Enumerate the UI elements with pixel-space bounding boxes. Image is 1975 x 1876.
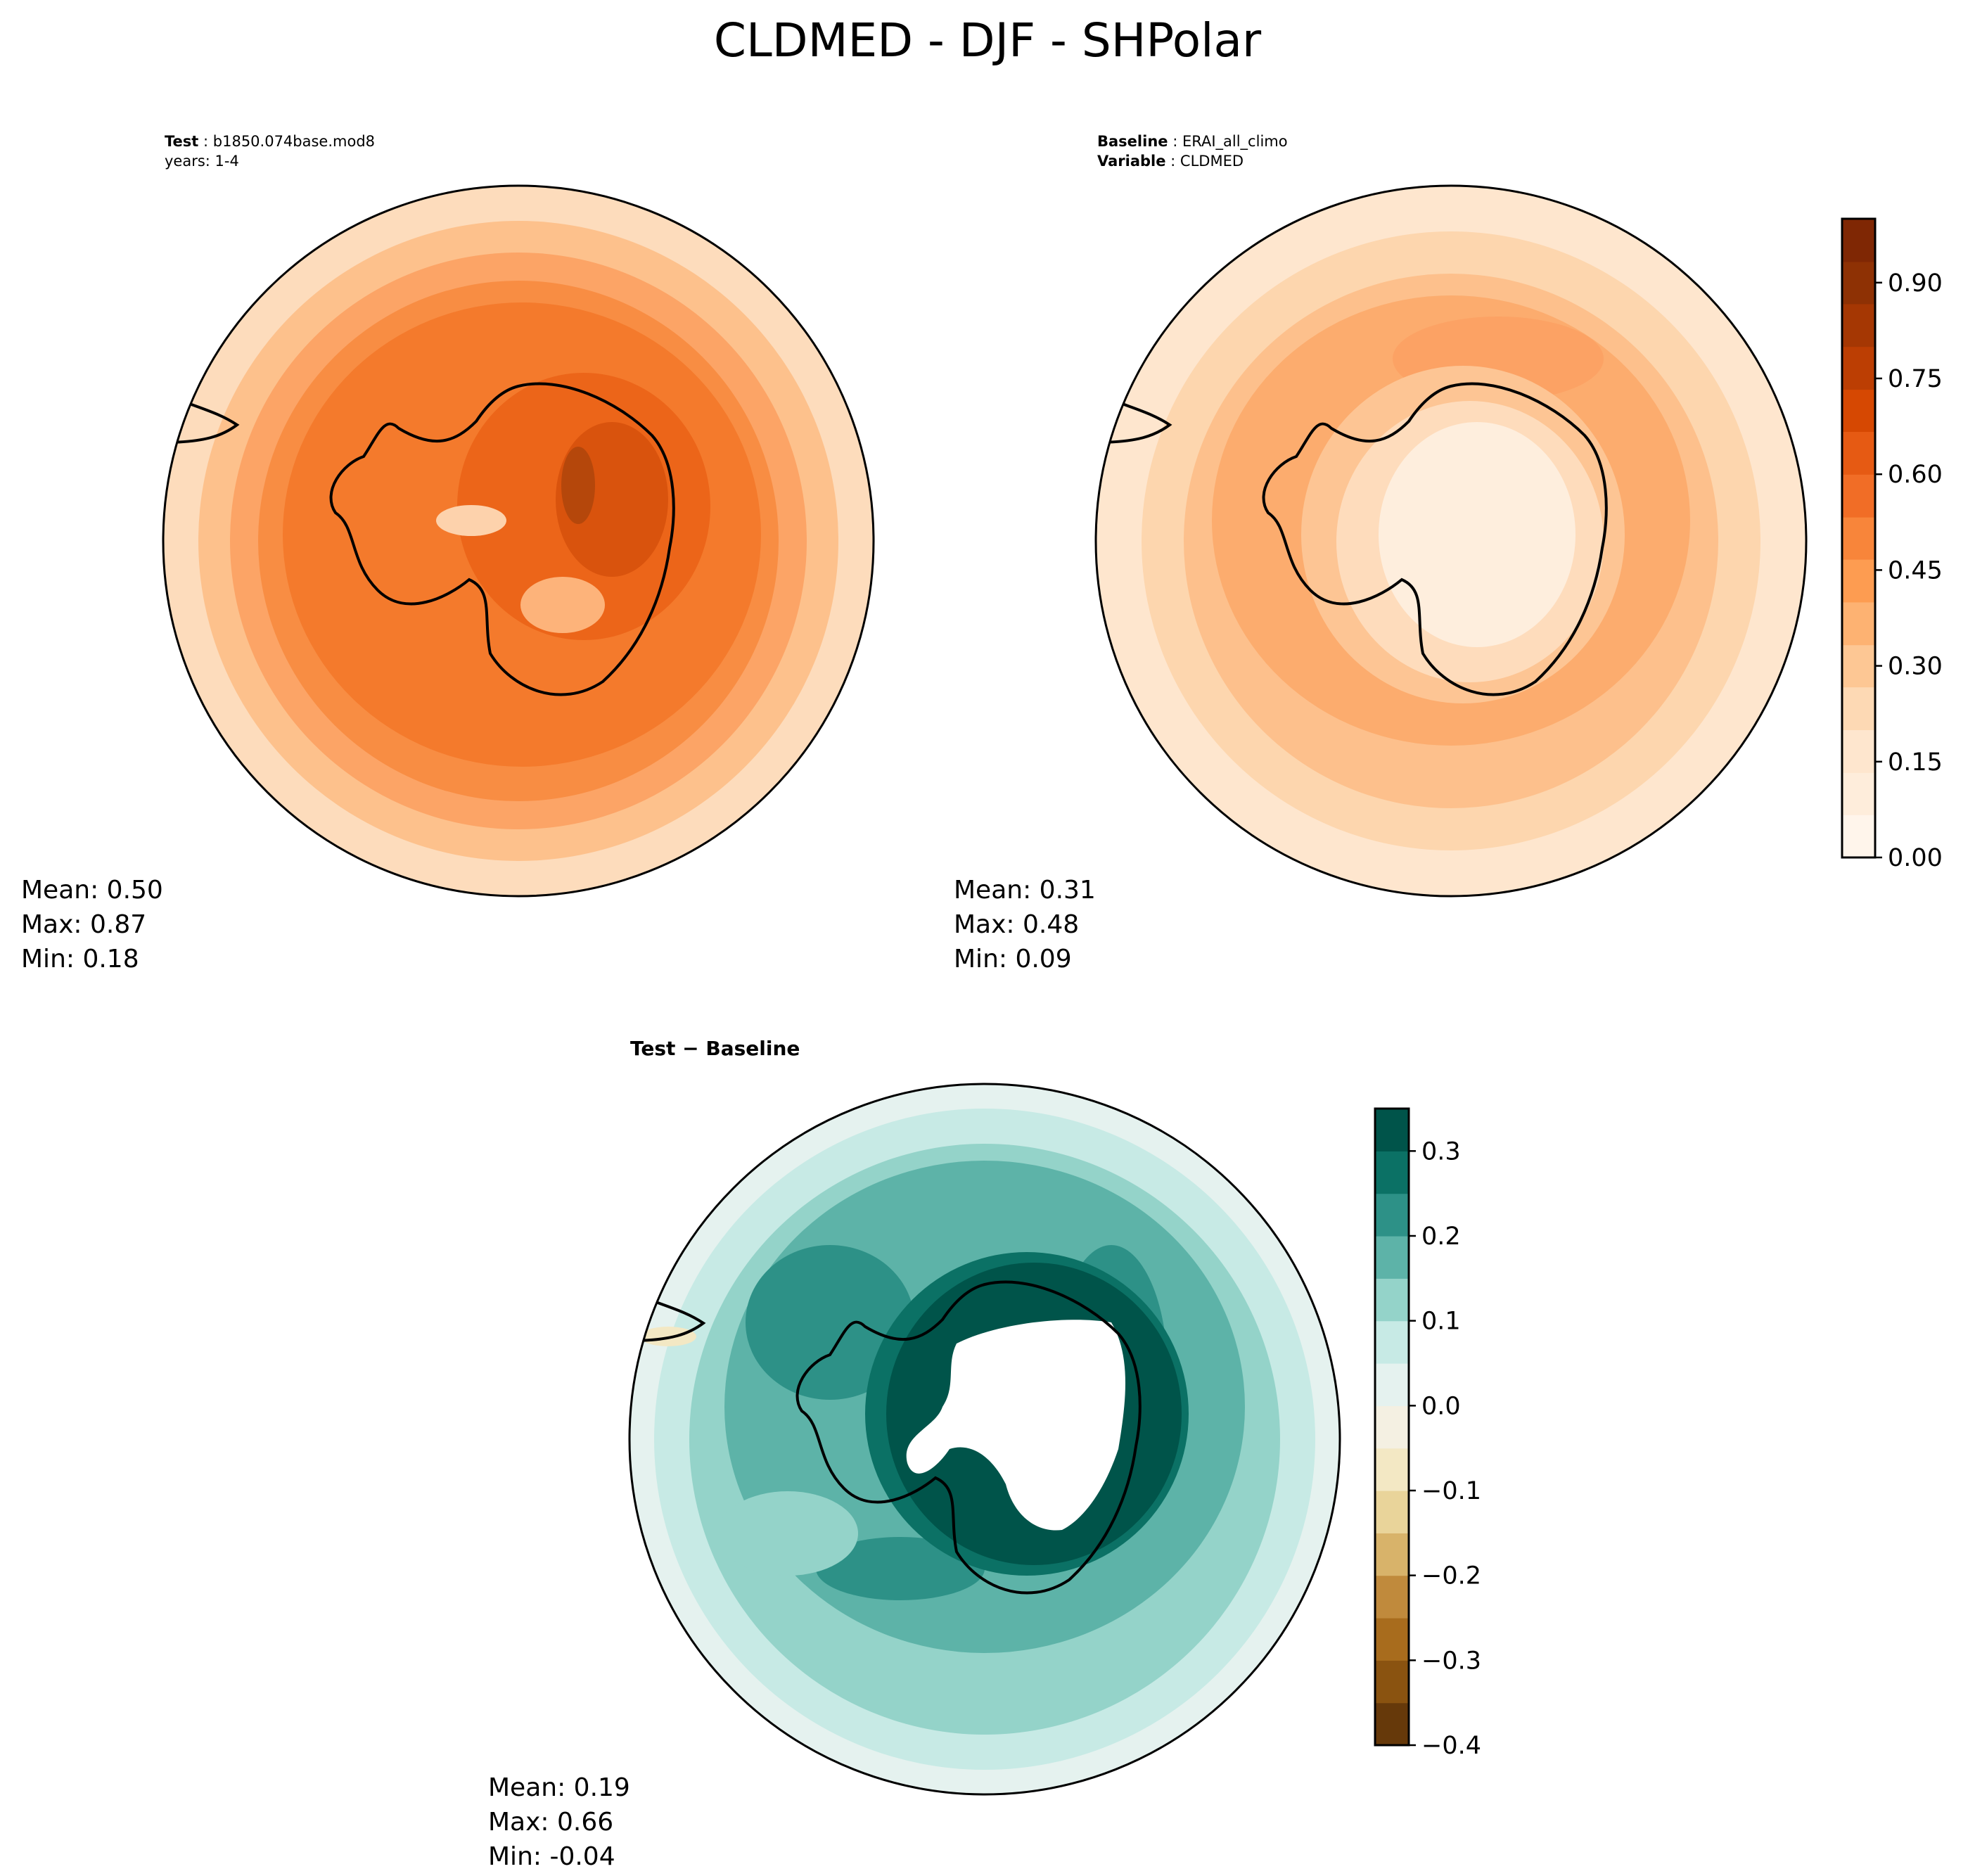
colorbar-tick-label: 0.75 <box>1888 365 1943 393</box>
colorbar-segment <box>1375 1236 1409 1279</box>
colorbar-segment <box>1842 389 1875 432</box>
test-min: Min: 0.18 <box>21 945 139 974</box>
baseline-mean: Mean: 0.31 <box>954 876 1096 905</box>
colorbar-segment <box>1842 772 1875 815</box>
diverging-colorbar: −0.4 −0.3 −0.2 −0.1 0.0 0.1 0.2 0.3 <box>1374 1107 1481 1760</box>
colorbar-segment <box>1842 517 1875 560</box>
baseline-variable: Variable : CLDMED <box>1097 153 1244 170</box>
test-map <box>163 186 874 896</box>
colorbar-tick-label: 0.30 <box>1888 653 1943 681</box>
baseline-max: Max: 0.48 <box>954 910 1079 939</box>
colorbar-tick-label: 0.45 <box>1888 556 1943 585</box>
colorbar-segment <box>1842 219 1875 262</box>
colorbar-segment <box>1375 1193 1409 1237</box>
colorbar-segment <box>1375 1575 1409 1619</box>
colorbar-frame <box>1374 1107 1410 1747</box>
baseline-panel: Baseline : ERAI_all_climo Variable : CLD… <box>954 133 1808 974</box>
colorbar-segment <box>1842 474 1875 518</box>
baseline-min: Min: 0.09 <box>954 945 1072 974</box>
colorbar-segment <box>1842 729 1875 773</box>
colorbar-segment <box>1375 1491 1409 1533</box>
colorbar-tick-label: 0.90 <box>1888 269 1943 298</box>
colorbar-segment <box>1375 1448 1409 1491</box>
colorbar-segment <box>1375 1109 1409 1151</box>
colorbar-tick-label: 0.15 <box>1888 748 1943 777</box>
colorbar-segment <box>1375 1320 1409 1364</box>
colorbar-segment <box>1842 261 1875 305</box>
colorbar-segment <box>1842 346 1875 390</box>
colorbar-tick-label: −0.2 <box>1421 1562 1481 1590</box>
test-label: Test : b1850.074base.mod8 <box>165 133 375 150</box>
baseline-variable-value: CLDMED <box>1180 153 1244 170</box>
colorbar-tick-label: 0.0 <box>1421 1392 1461 1420</box>
colorbar-segment <box>1375 1660 1409 1704</box>
diff-max: Max: 0.66 <box>488 1808 613 1837</box>
diff-min: Min: -0.04 <box>488 1842 615 1871</box>
colorbar-tick-label: 0.60 <box>1888 461 1943 489</box>
colorbar-segment <box>1842 431 1875 475</box>
test-mean: Mean: 0.50 <box>21 876 163 905</box>
colorbar-tick-label: −0.1 <box>1421 1477 1481 1505</box>
test-max: Max: 0.87 <box>21 910 146 939</box>
colorbar-segment <box>1375 1533 1409 1576</box>
figure-title: CLDMED - DJF - SHPolar <box>714 13 1262 68</box>
diff-title: Test − Baseline <box>630 1037 800 1060</box>
baseline-variable-sep: : <box>1165 153 1180 170</box>
colorbar-segment <box>1375 1405 1409 1449</box>
colorbar-tick-label: −0.3 <box>1421 1647 1481 1675</box>
oranges-colorbar: 0.00 0.15 0.30 0.45 0.60 0.75 0.90 <box>1841 217 1943 872</box>
colorbar-segment <box>1375 1278 1409 1322</box>
test-panel: Test : b1850.074base.mod8 years: 1-4 Mea… <box>21 133 875 974</box>
colorbar-frame <box>1841 217 1877 859</box>
test-label-sep: : <box>198 133 212 150</box>
test-map-border <box>162 184 875 898</box>
colorbar-segment <box>1375 1363 1409 1406</box>
colorbar-segment <box>1375 1702 1409 1746</box>
diff-mean: Mean: 0.19 <box>488 1773 630 1802</box>
colorbar-tick-label: 0.1 <box>1421 1308 1461 1336</box>
baseline-map <box>1096 186 1806 896</box>
baseline-label-key: Baseline <box>1097 133 1168 150</box>
test-years: years: 1-4 <box>165 153 239 170</box>
diff-map-border <box>628 1083 1341 1796</box>
colorbar-segment <box>1842 815 1875 858</box>
colorbar-segment <box>1842 687 1875 730</box>
colorbar-tick-label: 0.2 <box>1421 1223 1461 1251</box>
colorbar-segment <box>1375 1618 1409 1661</box>
baseline-label-value: ERAI_all_climo <box>1182 133 1288 151</box>
colorbar-segment <box>1842 644 1875 688</box>
colorbar-tick-label: 0.3 <box>1421 1137 1461 1166</box>
baseline-map-border <box>1094 184 1808 898</box>
colorbar-segment <box>1842 601 1875 646</box>
baseline-label: Baseline : ERAI_all_climo <box>1097 133 1288 151</box>
test-label-value: b1850.074base.mod8 <box>213 133 375 150</box>
colorbar-segment <box>1842 303 1875 347</box>
colorbar-segment <box>1375 1151 1409 1194</box>
diff-map <box>629 1084 1340 1794</box>
colorbar-segment <box>1842 559 1875 603</box>
baseline-label-sep: : <box>1168 133 1182 150</box>
colorbar-tick-label: 0.00 <box>1888 844 1943 872</box>
baseline-variable-key: Variable <box>1097 153 1165 170</box>
test-label-key: Test <box>165 133 198 150</box>
diff-panel: Test − Baseline Mean: 0.19 Max: 0.66 Min… <box>488 1037 1341 1871</box>
colorbar-tick-label: −0.4 <box>1421 1732 1481 1760</box>
